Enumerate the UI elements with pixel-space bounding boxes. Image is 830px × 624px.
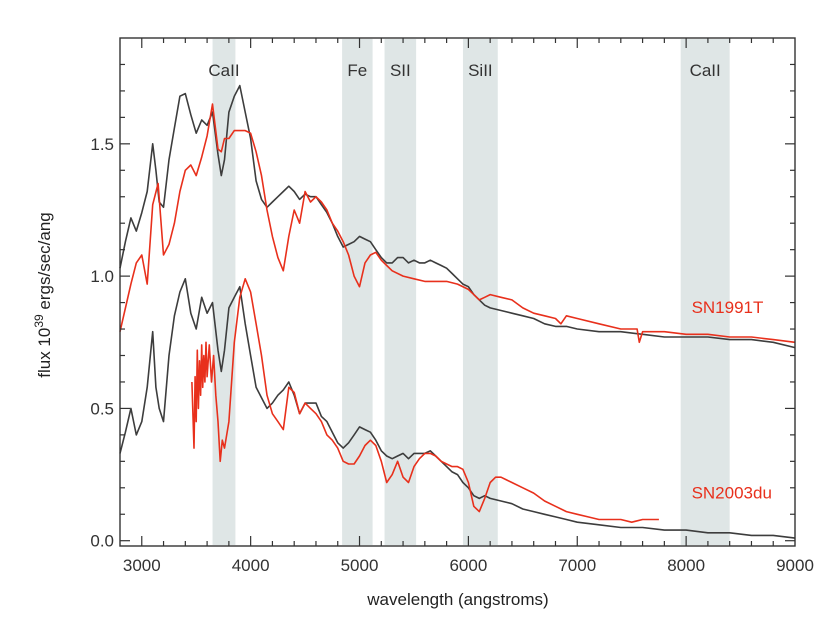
band-label-caii-0: CaII bbox=[208, 61, 239, 80]
series-label-sn1991t: SN1991T bbox=[692, 298, 764, 317]
plot-frame bbox=[119, 37, 796, 547]
x-tick-label: 5000 bbox=[341, 556, 379, 575]
y-axis-title-suffix: ergs/sec/ang bbox=[35, 212, 54, 314]
y-tick-label: 1.5 bbox=[90, 135, 114, 154]
band-label-sii-2: SII bbox=[390, 61, 411, 80]
x-tick-label: 3000 bbox=[123, 556, 161, 575]
x-tick-label: 8000 bbox=[667, 556, 705, 575]
y-axis-title-exponent: 39 bbox=[32, 314, 46, 328]
band-siii-3 bbox=[462, 39, 498, 545]
y-axis-title-prefix: flux 10 bbox=[35, 328, 54, 378]
band-label-siii-3: SiII bbox=[468, 61, 493, 80]
y-tick-label: 0.0 bbox=[90, 532, 114, 551]
spectra-lines bbox=[119, 84, 796, 539]
band-label-caii-4: CaII bbox=[690, 61, 721, 80]
annotations: CaII Fe SII SiII CaII SN1991T SN2003du bbox=[208, 61, 772, 502]
x-axis-title: wavelength (angstroms) bbox=[366, 590, 548, 609]
band-sii-2 bbox=[384, 39, 417, 545]
absorption-bands bbox=[212, 39, 730, 545]
x-tick-label: 6000 bbox=[449, 556, 487, 575]
series-line-sn2003du-dark bbox=[119, 277, 796, 539]
y-tick-label: 0.5 bbox=[90, 399, 114, 418]
x-tick-label: 7000 bbox=[558, 556, 596, 575]
y-axis-title: flux 1039 ergs/sec/ang bbox=[32, 212, 54, 378]
series-label-sn2003du: SN2003du bbox=[692, 483, 772, 502]
band-caii-0 bbox=[212, 39, 236, 545]
band-label-fe-1: Fe bbox=[347, 61, 367, 80]
x-tick-label: 4000 bbox=[232, 556, 270, 575]
series-line-sn1991t-red bbox=[119, 103, 796, 344]
x-tick-label: 9000 bbox=[776, 556, 814, 575]
band-fe-1 bbox=[342, 39, 373, 545]
band-caii-4 bbox=[680, 39, 730, 545]
axes: 3000 4000 5000 6000 7000 8000 9000 0.0 0.5 1.0 1.5 bbox=[90, 37, 814, 575]
y-tick-label: 1.0 bbox=[90, 267, 114, 286]
series-line-sn2003du-red bbox=[191, 277, 659, 524]
series-line-sn1991t-dark bbox=[119, 84, 796, 349]
